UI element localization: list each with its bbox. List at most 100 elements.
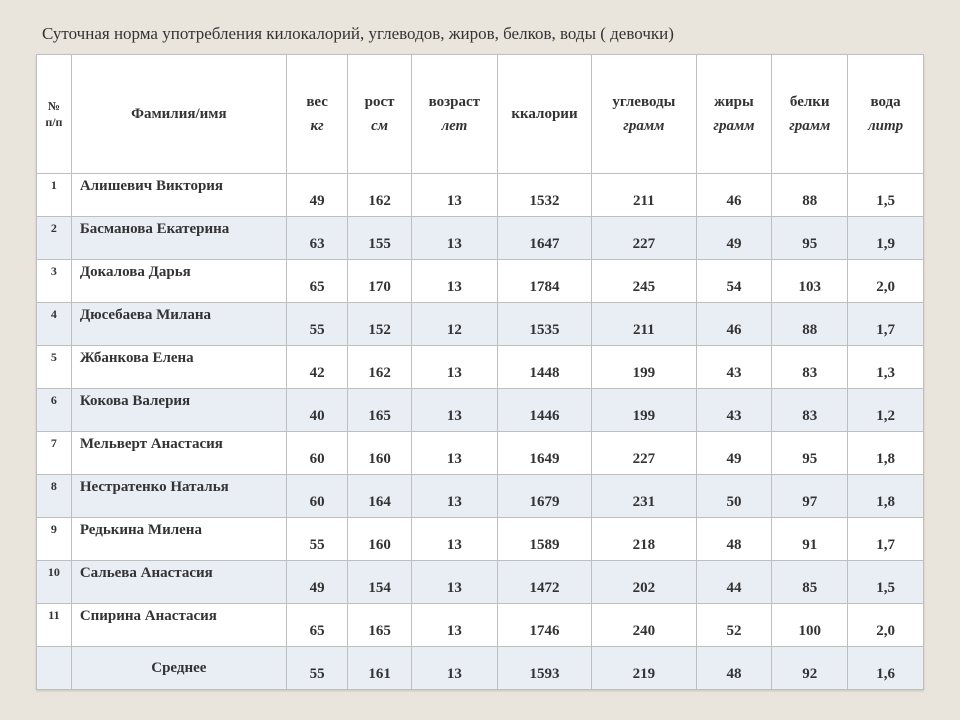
table-row: 10Сальева Анастасия4915413147220244851,5	[37, 561, 924, 604]
cell-prot: 100	[772, 604, 848, 647]
header-label: ккалории	[511, 106, 577, 122]
cell-height: 155	[348, 217, 412, 260]
cell-water: 1,7	[848, 518, 924, 561]
table-row: 8Нестратенко Наталья6016413167923150971,…	[37, 475, 924, 518]
cell-water: 1,5	[848, 174, 924, 217]
cell-prot: 92	[772, 647, 848, 690]
cell-num: 8	[37, 475, 72, 518]
cell-water: 2,0	[848, 260, 924, 303]
cell-num: 7	[37, 432, 72, 475]
cell-age: 12	[411, 303, 497, 346]
cell-carb: 199	[592, 389, 696, 432]
cell-water: 1,8	[848, 475, 924, 518]
cell-weight: 60	[286, 432, 347, 475]
col-weight: вес кг	[286, 55, 347, 174]
header-unit: грамм	[705, 116, 764, 136]
table-header: № п/п Фамилия/имя вес кг рост см возраст…	[37, 55, 924, 174]
cell-name: Нестратенко Наталья	[71, 475, 286, 518]
cell-fat: 49	[696, 432, 772, 475]
header-label: рост	[365, 94, 395, 110]
cell-num: 1	[37, 174, 72, 217]
cell-prot: 95	[772, 432, 848, 475]
table-body: 1Алишевич Виктория4916213153221146881,52…	[37, 174, 924, 690]
col-prot: белки грамм	[772, 55, 848, 174]
col-carb: углеводы грамм	[592, 55, 696, 174]
cell-water: 1,6	[848, 647, 924, 690]
table-row: 6Кокова Валерия4016513144619943831,2	[37, 389, 924, 432]
cell-prot: 95	[772, 217, 848, 260]
cell-weight: 63	[286, 217, 347, 260]
table-row-average: Среднее5516113159321948921,6	[37, 647, 924, 690]
cell-name: Алишевич Виктория	[71, 174, 286, 217]
cell-fat: 43	[696, 389, 772, 432]
cell-age: 13	[411, 647, 497, 690]
cell-kcal: 1647	[497, 217, 591, 260]
cell-prot: 83	[772, 389, 848, 432]
cell-height: 161	[348, 647, 412, 690]
cell-name: Докалова Дарья	[71, 260, 286, 303]
cell-carb: 199	[592, 346, 696, 389]
cell-age: 13	[411, 174, 497, 217]
cell-age: 13	[411, 346, 497, 389]
cell-carb: 211	[592, 303, 696, 346]
cell-prot: 85	[772, 561, 848, 604]
cell-kcal: 1679	[497, 475, 591, 518]
cell-prot: 97	[772, 475, 848, 518]
cell-name: Кокова Валерия	[71, 389, 286, 432]
cell-carb: 227	[592, 217, 696, 260]
col-fat: жиры грамм	[696, 55, 772, 174]
header-unit: литр	[856, 116, 915, 136]
cell-height: 165	[348, 389, 412, 432]
cell-age: 13	[411, 217, 497, 260]
cell-num: 11	[37, 604, 72, 647]
cell-num: 4	[37, 303, 72, 346]
cell-weight: 65	[286, 604, 347, 647]
header-unit: грамм	[600, 116, 687, 136]
cell-kcal: 1535	[497, 303, 591, 346]
header-label: углеводы	[612, 94, 675, 110]
cell-age: 13	[411, 561, 497, 604]
cell-weight: 49	[286, 174, 347, 217]
cell-name: Спирина Анастасия	[71, 604, 286, 647]
header-unit: см	[356, 116, 403, 136]
cell-prot: 88	[772, 303, 848, 346]
cell-carb: 240	[592, 604, 696, 647]
cell-fat: 43	[696, 346, 772, 389]
cell-fat: 48	[696, 518, 772, 561]
cell-height: 165	[348, 604, 412, 647]
cell-kcal: 1448	[497, 346, 591, 389]
cell-fat: 52	[696, 604, 772, 647]
cell-height: 154	[348, 561, 412, 604]
cell-kcal: 1589	[497, 518, 591, 561]
cell-num: 3	[37, 260, 72, 303]
col-num: № п/п	[37, 55, 72, 174]
cell-carb: 218	[592, 518, 696, 561]
cell-water: 1,7	[848, 303, 924, 346]
cell-water: 1,3	[848, 346, 924, 389]
cell-water: 1,9	[848, 217, 924, 260]
cell-name: Басманова Екатерина	[71, 217, 286, 260]
cell-water: 1,5	[848, 561, 924, 604]
cell-fat: 46	[696, 303, 772, 346]
cell-height: 164	[348, 475, 412, 518]
cell-fat: 46	[696, 174, 772, 217]
cell-height: 170	[348, 260, 412, 303]
cell-age: 13	[411, 604, 497, 647]
cell-height: 160	[348, 518, 412, 561]
cell-name: Мельверт Анастасия	[71, 432, 286, 475]
header-label: возраст	[429, 94, 480, 110]
cell-height: 152	[348, 303, 412, 346]
cell-age: 13	[411, 389, 497, 432]
cell-kcal: 1593	[497, 647, 591, 690]
col-age: возраст лет	[411, 55, 497, 174]
table-row: 7Мельверт Анастасия6016013164922749951,8	[37, 432, 924, 475]
col-height: рост см	[348, 55, 412, 174]
cell-num: 2	[37, 217, 72, 260]
cell-weight: 42	[286, 346, 347, 389]
cell-num: 10	[37, 561, 72, 604]
col-kcal: ккалории	[497, 55, 591, 174]
cell-carb: 211	[592, 174, 696, 217]
cell-kcal: 1649	[497, 432, 591, 475]
cell-kcal: 1784	[497, 260, 591, 303]
cell-carb: 231	[592, 475, 696, 518]
